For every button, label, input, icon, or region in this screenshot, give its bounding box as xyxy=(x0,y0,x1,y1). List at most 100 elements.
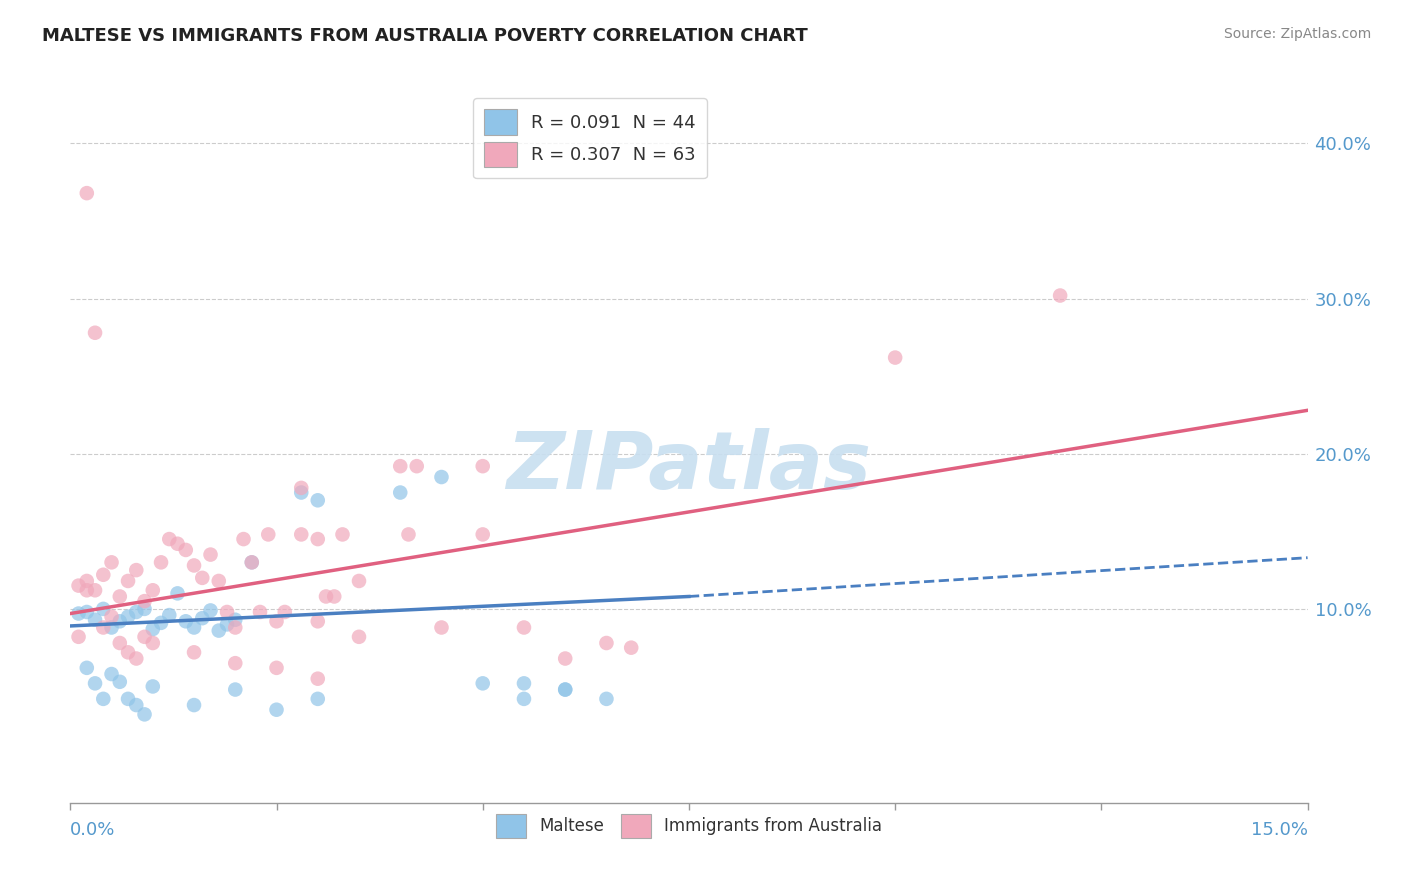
Point xyxy=(215,617,238,632)
Point xyxy=(290,485,312,500)
Point xyxy=(430,470,453,484)
Point xyxy=(84,326,107,340)
Point xyxy=(84,676,107,690)
Point xyxy=(125,605,148,619)
Point xyxy=(332,527,354,541)
Point xyxy=(290,527,312,541)
Point xyxy=(67,630,90,644)
Point xyxy=(76,186,98,201)
Point xyxy=(134,707,156,722)
Point xyxy=(224,682,246,697)
Point xyxy=(100,620,122,634)
Point xyxy=(76,574,98,588)
Point xyxy=(389,485,412,500)
Point xyxy=(307,615,329,629)
Point xyxy=(100,667,122,681)
Point xyxy=(142,680,165,694)
Point xyxy=(471,676,494,690)
Point xyxy=(224,613,246,627)
Point xyxy=(125,698,148,712)
Point xyxy=(108,674,131,689)
Point xyxy=(315,590,337,604)
Point xyxy=(100,555,122,569)
Point xyxy=(142,583,165,598)
Point xyxy=(117,574,139,588)
Point xyxy=(884,351,907,365)
Point xyxy=(84,583,107,598)
Point xyxy=(142,636,165,650)
Point xyxy=(67,607,90,621)
Point xyxy=(471,527,494,541)
Point xyxy=(76,605,98,619)
Point xyxy=(257,527,280,541)
Point xyxy=(174,615,197,629)
Point xyxy=(125,563,148,577)
Point xyxy=(108,636,131,650)
Point xyxy=(405,459,427,474)
Point xyxy=(91,567,114,582)
Point xyxy=(117,609,139,624)
Point xyxy=(323,590,346,604)
Point xyxy=(240,555,263,569)
Point xyxy=(157,608,180,623)
Point xyxy=(266,661,288,675)
Point xyxy=(100,609,122,624)
Point xyxy=(208,624,231,638)
Point xyxy=(224,656,246,670)
Point xyxy=(554,651,576,665)
Point xyxy=(307,493,329,508)
Point xyxy=(595,636,617,650)
Point xyxy=(183,698,205,712)
Point xyxy=(389,459,412,474)
Point xyxy=(513,691,536,706)
Point xyxy=(290,481,312,495)
Point xyxy=(200,603,222,617)
Point xyxy=(134,594,156,608)
Point xyxy=(191,611,214,625)
Point xyxy=(150,615,173,630)
Point xyxy=(307,532,329,546)
Point xyxy=(208,574,231,588)
Point xyxy=(108,590,131,604)
Point xyxy=(215,605,238,619)
Point xyxy=(174,543,197,558)
Point xyxy=(125,651,148,665)
Text: Source: ZipAtlas.com: Source: ZipAtlas.com xyxy=(1223,27,1371,41)
Point xyxy=(91,602,114,616)
Point xyxy=(620,640,643,655)
Point xyxy=(117,645,139,659)
Point xyxy=(595,691,617,706)
Point xyxy=(200,548,222,562)
Point xyxy=(274,605,297,619)
Point xyxy=(76,661,98,675)
Point xyxy=(157,532,180,546)
Point xyxy=(91,620,114,634)
Point xyxy=(150,555,173,569)
Point xyxy=(513,620,536,634)
Point xyxy=(249,605,271,619)
Point xyxy=(117,691,139,706)
Point xyxy=(398,527,420,541)
Point xyxy=(108,615,131,629)
Point xyxy=(266,615,288,629)
Point xyxy=(232,532,254,546)
Point xyxy=(84,613,107,627)
Point xyxy=(134,630,156,644)
Point xyxy=(471,459,494,474)
Point xyxy=(76,583,98,598)
Text: 15.0%: 15.0% xyxy=(1250,822,1308,839)
Point xyxy=(307,672,329,686)
Text: MALTESE VS IMMIGRANTS FROM AUSTRALIA POVERTY CORRELATION CHART: MALTESE VS IMMIGRANTS FROM AUSTRALIA POV… xyxy=(42,27,808,45)
Point xyxy=(513,676,536,690)
Point xyxy=(1049,288,1071,302)
Point xyxy=(347,630,370,644)
Point xyxy=(142,622,165,636)
Point xyxy=(134,602,156,616)
Point xyxy=(183,645,205,659)
Point xyxy=(307,691,329,706)
Point xyxy=(91,691,114,706)
Point xyxy=(224,620,246,634)
Point xyxy=(191,571,214,585)
Point xyxy=(554,682,576,697)
Text: ZIPatlas: ZIPatlas xyxy=(506,428,872,507)
